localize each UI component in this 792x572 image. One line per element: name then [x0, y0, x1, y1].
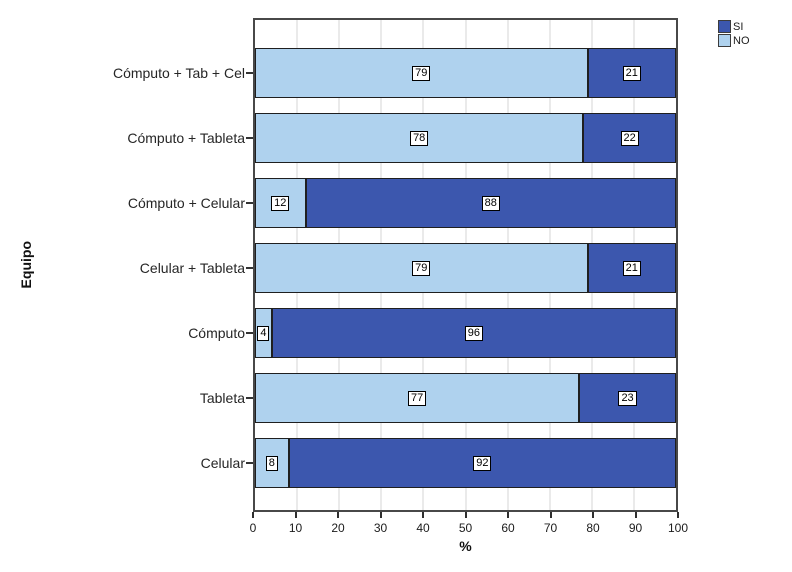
y-category-row: Celular: [0, 438, 253, 488]
y-category-row: Celular + Tableta: [0, 243, 253, 293]
bar-segment-no: 77: [255, 373, 580, 423]
legend-label: NO: [733, 34, 750, 47]
bar-value-label: 79: [412, 65, 431, 81]
y-axis-tick: [246, 397, 253, 399]
x-axis-tick-label: 20: [331, 521, 345, 535]
bar-segment-si: 96: [271, 308, 676, 358]
y-category-row: Cómputo: [0, 308, 253, 358]
x-axis-tick-label: 60: [501, 521, 515, 535]
bar-value-label: 4: [257, 325, 270, 341]
bar-segment-no: 79: [255, 48, 588, 98]
x-axis-tick: [294, 512, 297, 518]
x-axis-title: %: [459, 538, 472, 554]
y-axis-tick: [246, 72, 253, 74]
x-axis-tick-label: 40: [416, 521, 430, 535]
x-axis-tick-label: 80: [586, 521, 600, 535]
bar-value-label: 88: [481, 195, 500, 211]
y-axis-tick: [246, 267, 253, 269]
bar-segment-si: 88: [305, 178, 676, 228]
y-axis-tick: [246, 137, 253, 139]
y-category-label: Cómputo: [188, 325, 245, 341]
y-category-label: Tableta: [199, 390, 245, 406]
bar-segment-no: 4: [255, 308, 272, 358]
bar-value-label: 8: [265, 455, 278, 471]
legend-swatch-si-icon: [718, 20, 731, 33]
y-category-label: Cómputo + Tab + Cel: [112, 65, 245, 81]
y-category-label: Cómputo + Celular: [127, 195, 245, 211]
bar-row: 79 21: [255, 48, 676, 98]
bar-segment-no: 8: [255, 438, 289, 488]
legend-item-no: NO: [718, 34, 750, 47]
bar-row: 4 96: [255, 308, 676, 358]
y-axis-labels: Cómputo + Tab + Cel Cómputo + Tableta Cómp…: [0, 20, 253, 510]
x-axis-tick: [464, 512, 467, 518]
x-axis-tick-label: 70: [543, 521, 558, 535]
legend: SI NO: [718, 20, 750, 48]
bar-value-label: 79: [412, 260, 431, 276]
x-axis-tick: [592, 512, 594, 518]
x-axis-tick-label: 10: [288, 521, 303, 535]
bar-value-label: 21: [622, 260, 641, 276]
x-axis-tick: [252, 512, 254, 518]
bar-segment-si: 23: [579, 373, 676, 423]
y-axis-tick: [246, 332, 253, 334]
x-axis-tick-label: 0: [249, 521, 257, 535]
plot-area: 79 21 78 22 12 88 79 21 4 96 77 23 8 92: [253, 18, 678, 512]
bar-value-label: 12: [271, 195, 290, 211]
y-category-row: Tableta: [0, 373, 253, 423]
bar-value-label: 77: [407, 390, 427, 406]
bar-row: 79 21: [255, 243, 676, 293]
bar-segment-si: 21: [587, 48, 676, 98]
bar-row: 8 92: [255, 438, 676, 488]
x-axis-tick: [507, 512, 509, 518]
bar-value-label: 96: [464, 325, 484, 341]
bar-value-label: 78: [410, 130, 429, 146]
x-axis-tick: [634, 512, 637, 518]
bar-value-label: 21: [622, 65, 641, 81]
bar-row: 78 22: [255, 113, 676, 163]
bar-segment-si: 22: [583, 113, 676, 163]
bar-segment-no: 12: [255, 178, 306, 228]
x-axis-tick: [549, 512, 552, 518]
bar-value-label: 22: [620, 130, 639, 146]
bar-row: 12 88: [255, 178, 676, 228]
x-axis: 0 10 20 30 40 50 60 70 80 90 100: [249, 512, 688, 542]
y-category-row: Cómputo + Celular: [0, 178, 253, 228]
y-category-label: Cómputo + Tableta: [127, 130, 245, 146]
x-axis-tick-label: 90: [628, 521, 643, 535]
bar-row: 77 23: [255, 373, 676, 423]
bar-segment-no: 79: [255, 243, 588, 293]
y-axis-tick: [246, 202, 253, 204]
y-axis-tick: [246, 462, 253, 464]
x-axis-tick: [677, 512, 679, 518]
bar-segment-si: 21: [587, 243, 676, 293]
y-category-row: Cómputo + Tableta: [0, 113, 253, 163]
legend-swatch-no-icon: [718, 34, 731, 47]
x-axis-tick-label: 100: [667, 521, 689, 535]
legend-label: SI: [733, 20, 744, 33]
legend-item-si: SI: [718, 20, 750, 33]
bar-segment-no: 78: [255, 113, 584, 163]
x-axis-tick: [379, 512, 382, 518]
x-axis-tick-label: 50: [458, 521, 473, 535]
x-axis-tick: [337, 512, 339, 518]
bar-value-label: 92: [473, 455, 492, 471]
y-category-label: Celular + Tableta: [139, 260, 245, 276]
x-axis-tick-label: 30: [373, 521, 388, 535]
bar-value-label: 23: [618, 390, 637, 406]
y-category-row: Cómputo + Tab + Cel: [0, 48, 253, 98]
y-category-label: Celular: [200, 455, 245, 471]
bar-segment-si: 92: [288, 438, 676, 488]
x-axis-tick: [422, 512, 424, 518]
